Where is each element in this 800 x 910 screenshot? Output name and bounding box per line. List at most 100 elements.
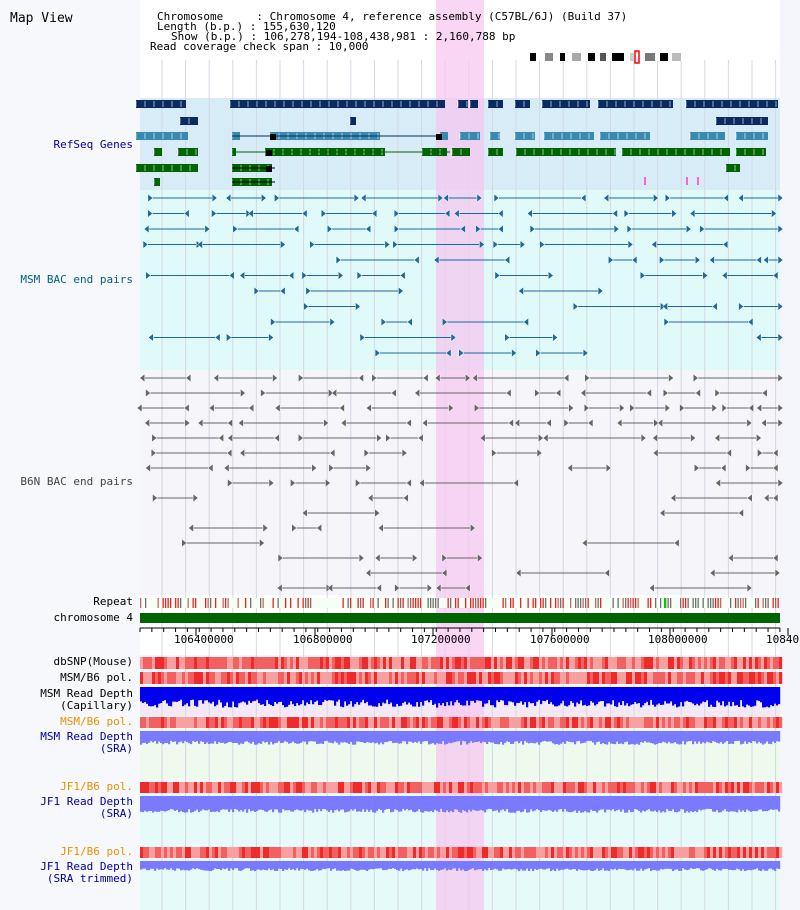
msm-b6-pol-bin bbox=[236, 717, 240, 728]
track-label-refseq[interactable]: RefSeq Genes bbox=[53, 138, 133, 151]
jf1-sra-depth-bin bbox=[212, 796, 215, 812]
jf1-trimmed-depth-bin bbox=[520, 861, 523, 870]
track-label-jf1-b6-pol-2[interactable]: JF1/B6 pol. bbox=[60, 845, 133, 858]
refseq-gene bbox=[515, 100, 530, 108]
msm-sra-depth-bin bbox=[538, 731, 541, 745]
msm-sra-depth-bin bbox=[264, 731, 267, 743]
jf1-b6-pol-bin bbox=[521, 847, 525, 858]
track-label-msm-bac[interactable]: MSM BAC end pairs bbox=[20, 273, 133, 286]
track-label-b6n-bac[interactable]: B6N BAC end pairs bbox=[20, 475, 133, 488]
msm-capillary-depth-bin bbox=[384, 687, 387, 704]
msm-capillary-depth-bin bbox=[572, 687, 575, 703]
jf1-b6-pol-bin bbox=[446, 847, 450, 858]
b6n-bac-end bbox=[414, 388, 420, 398]
b6n-bac-end bbox=[777, 478, 784, 488]
track-label-jf1-b6-pol[interactable]: JF1/B6 pol. bbox=[60, 780, 133, 793]
msm-b6-pol-bin bbox=[713, 672, 717, 684]
jf1-trimmed-depth-bin bbox=[634, 861, 637, 869]
msm-capillary-depth-bin bbox=[148, 687, 151, 707]
jf1-b6-pol-bin bbox=[749, 782, 753, 793]
msm-bac-end bbox=[374, 348, 381, 358]
msm-sra-depth-bin bbox=[326, 731, 329, 741]
track-label-jf1-depth-trimmed[interactable]: JF1 Read Depth bbox=[40, 860, 133, 873]
dbsnp-bin bbox=[539, 657, 543, 669]
msm-capillary-depth-bin bbox=[760, 687, 763, 703]
jf1-sra-depth-bin bbox=[496, 796, 499, 811]
msm-b6-pol-bin bbox=[686, 717, 690, 728]
track-label-msm-b6-pol-2[interactable]: MSM/B6 pol. bbox=[60, 715, 133, 728]
msm-bac-end bbox=[280, 239, 286, 250]
msm-sra-depth-bin bbox=[308, 731, 311, 742]
msm-sra-depth-bin bbox=[252, 731, 255, 742]
dbsnp-bin bbox=[767, 657, 771, 669]
msm-b6-pol-bin bbox=[611, 717, 615, 728]
msm-b6-pol-bin bbox=[173, 717, 177, 728]
jf1-sra-depth-bin bbox=[368, 796, 371, 812]
dbsnp-bin bbox=[458, 657, 462, 669]
jf1-sra-depth-bin bbox=[650, 796, 653, 812]
jf1-trimmed-depth-bin bbox=[354, 861, 357, 870]
jf1-trimmed-depth-bin bbox=[262, 861, 265, 870]
jf1-sra-depth-bin bbox=[766, 796, 769, 812]
jf1-sra-depth-bin bbox=[172, 796, 175, 810]
msm-b6-pol-bin bbox=[671, 717, 675, 728]
msm-b6-pol-bin bbox=[542, 672, 546, 684]
b6n-bac-end bbox=[715, 478, 721, 488]
track-label-jf1-depth-sra[interactable]: JF1 Read Depth bbox=[40, 795, 133, 808]
jf1-trimmed-depth-bin bbox=[732, 861, 735, 871]
jf1-sra-depth-bin bbox=[362, 796, 365, 810]
msm-b6-pol-bin bbox=[455, 717, 459, 728]
track-label-msm-b6-pol[interactable]: MSM/B6 pol. bbox=[60, 671, 133, 684]
msm-capillary-depth-bin bbox=[448, 687, 451, 706]
dbsnp-bin bbox=[419, 657, 423, 669]
msm-b6-pol-bin bbox=[188, 672, 192, 684]
msm-b6-pol-bin bbox=[257, 717, 261, 728]
jf1-trimmed-depth-bin bbox=[298, 861, 301, 871]
repeat-element bbox=[350, 598, 352, 608]
jf1-trimmed-depth-bin bbox=[246, 861, 249, 869]
repeat-element bbox=[680, 598, 682, 608]
msm-b6-pol-bin bbox=[356, 717, 360, 728]
track-label-repeat[interactable]: Repeat bbox=[93, 595, 133, 608]
jf1-b6-pol-bin bbox=[470, 847, 474, 858]
track-label-msm-depth-capillary[interactable]: MSM Read Depth bbox=[40, 687, 133, 700]
msm-capillary-depth-bin bbox=[730, 687, 733, 707]
msm-sra-depth-bin bbox=[410, 731, 413, 742]
msm-sra-depth-bin bbox=[152, 731, 155, 743]
msm-b6-pol-bin bbox=[488, 672, 492, 684]
repeat-element bbox=[555, 598, 557, 608]
dbsnp-bin bbox=[383, 657, 387, 669]
jf1-sra-depth-bin bbox=[462, 796, 465, 811]
jf1-b6-pol-bin bbox=[674, 782, 678, 793]
jf1-sra-depth-bin bbox=[628, 796, 631, 810]
track-label-chromosome[interactable]: chromosome 4 bbox=[53, 611, 133, 624]
track-label-capillary: (Capillary) bbox=[60, 699, 133, 712]
track-label-dbsnp[interactable]: dbSNP(Mouse) bbox=[53, 655, 133, 668]
b6n-bac-end bbox=[746, 418, 753, 428]
msm-bac-end bbox=[664, 193, 671, 203]
msm-sra-depth-bin bbox=[746, 731, 749, 744]
b6n-bac-end bbox=[226, 448, 233, 458]
jf1-trimmed-depth-bin bbox=[546, 861, 549, 869]
jf1-trimmed-depth-bin bbox=[450, 861, 453, 870]
jf1-trimmed-depth-bin bbox=[606, 861, 609, 871]
jf1-sra-depth-bin bbox=[552, 796, 555, 812]
msm-sra-depth-bin bbox=[302, 731, 305, 742]
jf1-b6-pol-bin bbox=[746, 782, 750, 793]
jf1-sra-depth-bin bbox=[646, 796, 649, 811]
msm-bac-end bbox=[326, 224, 333, 234]
jf1-trimmed-depth-bin bbox=[328, 861, 331, 869]
jf1-trimmed-depth-bin bbox=[434, 861, 437, 869]
dbsnp-bin bbox=[212, 657, 216, 669]
b6n-bac-end bbox=[274, 403, 281, 413]
jf1-b6-pol-bin bbox=[161, 782, 165, 793]
jf1-sra-depth-bin bbox=[390, 796, 393, 813]
jf1-trimmed-depth-bin bbox=[644, 861, 647, 870]
jf1-sra-depth-bin bbox=[406, 796, 409, 810]
track-label-msm-depth-sra[interactable]: MSM Read Depth bbox=[40, 730, 133, 743]
dbsnp-bin bbox=[695, 657, 699, 669]
msm-bac-end bbox=[756, 255, 762, 265]
jf1-trimmed-depth-bin bbox=[214, 861, 217, 869]
jf1-trimmed-depth-bin bbox=[680, 861, 683, 871]
